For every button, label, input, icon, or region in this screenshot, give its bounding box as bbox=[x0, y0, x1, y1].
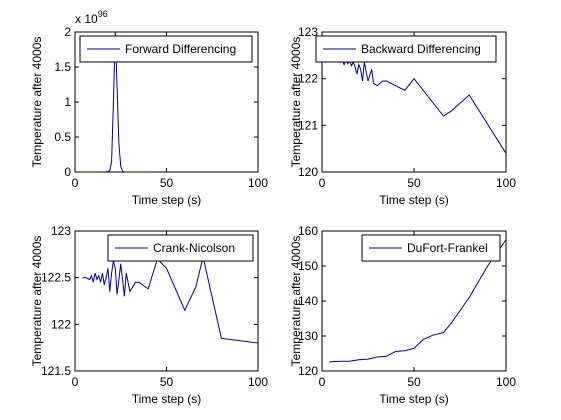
legend: Forward Differencing bbox=[79, 35, 253, 63]
x-tick-label: 0 bbox=[319, 375, 326, 389]
legend-label: Crank-Nicolson bbox=[153, 241, 235, 255]
x-axis-label: Time step (s) bbox=[132, 193, 202, 207]
y-exponent-label: x 1096 bbox=[75, 9, 108, 26]
y-axis-label: Temperature after 4000s bbox=[30, 236, 44, 367]
x-tick-label: 50 bbox=[160, 375, 174, 389]
y-tick-label: 120 bbox=[298, 364, 318, 378]
subplot-2: 0 50 100 120 121 122 123 Time step (s) Temperatu… bbox=[289, 25, 516, 207]
subplot-1: 0 50 100 0 0.5 1 1.5 2 x 1096 Time step (s) Temper… bbox=[30, 9, 268, 207]
y-tick-label: 160 bbox=[298, 224, 318, 238]
y-tick-label: 2 bbox=[64, 25, 71, 39]
series-line bbox=[82, 257, 258, 344]
y-axis-label: Temperature after 4000s bbox=[30, 37, 44, 168]
legend: Backward Differencing bbox=[315, 35, 497, 63]
y-tick-label: 121.5 bbox=[41, 364, 71, 378]
legend-label: Backward Differencing bbox=[361, 42, 481, 56]
y-tick-label: 1.5 bbox=[54, 60, 71, 74]
y-tick-label: 130 bbox=[298, 329, 318, 343]
x-tick-label: 100 bbox=[496, 375, 516, 389]
y-exponent-power: 96 bbox=[98, 9, 108, 19]
x-tick-label: 100 bbox=[248, 375, 268, 389]
x-tick-label: 50 bbox=[160, 176, 174, 190]
y-tick-label: 121 bbox=[298, 118, 318, 132]
legend-label: Forward Differencing bbox=[125, 42, 236, 56]
y-axis-label: Temperature after 4000s bbox=[289, 37, 303, 168]
subplot-3: 0 50 100 121.5 122 122.5 123 Time step (s) Tempe… bbox=[30, 224, 268, 406]
x-tick-label: 0 bbox=[72, 375, 79, 389]
subplot-4: 0 50 100 120 130 140 150 160 Time step (s) Temper… bbox=[289, 224, 516, 406]
x-axis-label: Time step (s) bbox=[379, 193, 449, 207]
y-tick-label: 122.5 bbox=[41, 271, 71, 285]
y-exponent-base: x 10 bbox=[75, 12, 98, 26]
y-tick-label: 0.5 bbox=[54, 130, 71, 144]
series-line bbox=[329, 239, 506, 363]
x-axis-label: Time step (s) bbox=[379, 392, 449, 406]
y-tick-label: 123 bbox=[51, 224, 71, 238]
series-line bbox=[330, 56, 506, 154]
legend: Crank-Nicolson bbox=[107, 234, 254, 262]
subplot-grid: 0 50 100 0 0.5 1 1.5 2 x 1096 Time step (s) Temper… bbox=[30, 9, 516, 406]
legend: DuFort-Frankel bbox=[361, 234, 501, 262]
y-tick-label: 0 bbox=[64, 165, 71, 179]
x-tick-label: 50 bbox=[407, 176, 421, 190]
x-tick-label: 100 bbox=[248, 176, 268, 190]
legend-label: DuFort-Frankel bbox=[407, 241, 488, 255]
y-tick-label: 123 bbox=[298, 25, 318, 39]
y-tick-label: 122 bbox=[298, 72, 318, 86]
y-tick-label: 1 bbox=[64, 95, 71, 109]
x-tick-label: 0 bbox=[319, 176, 326, 190]
y-tick-label: 122 bbox=[51, 317, 71, 331]
x-tick-label: 0 bbox=[72, 176, 79, 190]
y-axis-label: Temperature after 4000s bbox=[289, 236, 303, 367]
x-tick-label: 100 bbox=[496, 176, 516, 190]
y-tick-label: 120 bbox=[298, 165, 318, 179]
y-tick-label: 140 bbox=[298, 294, 318, 308]
x-axis-label: Time step (s) bbox=[132, 392, 202, 406]
x-tick-label: 50 bbox=[407, 375, 421, 389]
y-tick-label: 150 bbox=[298, 259, 318, 273]
